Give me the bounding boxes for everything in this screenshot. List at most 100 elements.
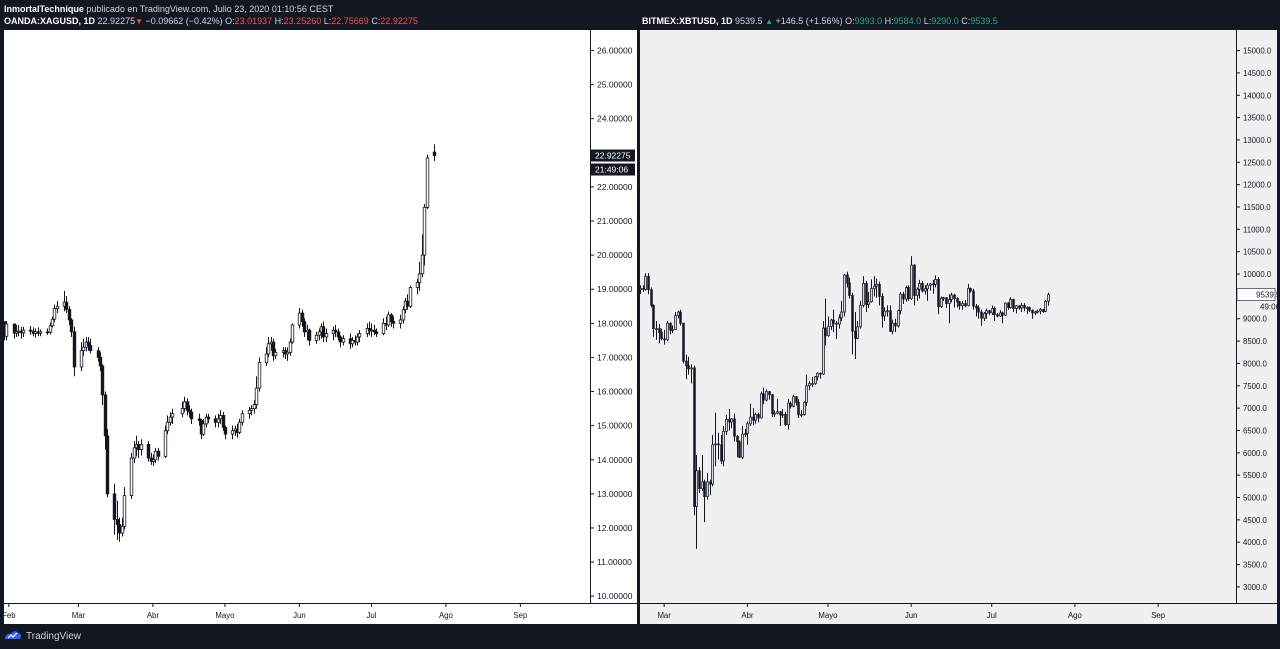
left-low: 22.75669 bbox=[331, 16, 369, 26]
left-candle-up bbox=[314, 334, 319, 341]
left-last-price-tag bbox=[591, 149, 635, 162]
left-x-tick-label: Feb bbox=[4, 611, 16, 620]
right-chart-panel[interactable]: 15000.0 14500.0 14000.0 13500.0 13000.0 12500… bbox=[640, 30, 1277, 624]
left-candle-down bbox=[112, 493, 117, 520]
right-candle-up bbox=[706, 481, 709, 498]
right-candle-down bbox=[937, 279, 940, 308]
left-candle-up bbox=[218, 415, 223, 420]
left-y-tick-label: 10.00000 bbox=[597, 591, 633, 601]
right-candle-up bbox=[940, 297, 943, 308]
left-chart-panel[interactable]: 26.0000025.0000024.0000023.0000022.00000… bbox=[4, 30, 637, 624]
left-candle-up bbox=[81, 346, 86, 352]
left-candle-down bbox=[136, 444, 141, 450]
left-candle-up bbox=[408, 287, 413, 307]
right-candle-down bbox=[851, 295, 854, 332]
right-candle-down bbox=[779, 411, 782, 416]
left-x-tick-label: Mayo bbox=[215, 611, 235, 620]
left-candle-up bbox=[21, 329, 26, 334]
right-candle-down bbox=[907, 287, 910, 300]
left-candle-down bbox=[391, 321, 396, 324]
left-y-tick-label: 22.00000 bbox=[597, 182, 633, 192]
right-low: 9290.0 bbox=[931, 16, 959, 26]
right-chart-legend: BITMEX:XBTUSD, 1D 9539.5 ▲ +146.5 (+1.56… bbox=[642, 16, 998, 26]
top-bar: InmortalTechnique publicado en TradingVi… bbox=[0, 0, 1280, 30]
left-candle-up bbox=[288, 341, 293, 353]
right-candle-up bbox=[859, 304, 862, 328]
left-candle-down bbox=[213, 418, 218, 423]
left-low-label: L: bbox=[323, 16, 332, 26]
xbtusd-chart[interactable]: 15000.0 14500.0 14000.0 13500.0 13000.0 12500… bbox=[640, 30, 1277, 624]
right-candle-down bbox=[1012, 299, 1015, 309]
right-plot-area[interactable] bbox=[640, 30, 1236, 603]
left-candle-up bbox=[38, 331, 43, 334]
right-candle-up bbox=[934, 279, 937, 285]
right-candle-up bbox=[800, 413, 803, 416]
right-candle-up bbox=[1044, 300, 1047, 312]
left-price-scale[interactable] bbox=[590, 30, 637, 603]
left-candle-up bbox=[254, 387, 259, 405]
right-candle-down bbox=[964, 303, 967, 307]
left-candle-down bbox=[105, 435, 110, 495]
left-symbol[interactable]: OANDA:XAGUSD, 1D bbox=[4, 16, 96, 26]
right-candle-up bbox=[776, 411, 779, 414]
right-candle-up bbox=[899, 293, 902, 312]
left-candle-up bbox=[297, 312, 302, 326]
left-candle-up bbox=[129, 457, 134, 496]
right-candle-up bbox=[746, 423, 749, 435]
right-time-scale[interactable] bbox=[640, 603, 1277, 624]
right-candle-down bbox=[894, 322, 897, 327]
left-candle-down bbox=[64, 301, 69, 310]
right-y-tick-label: 14000.0 bbox=[1243, 91, 1272, 100]
left-candle-down bbox=[187, 409, 192, 413]
left-y-tick-label: 19.00000 bbox=[597, 284, 633, 294]
left-candle-down bbox=[117, 524, 122, 534]
right-candle-up bbox=[843, 274, 846, 313]
left-candle-down bbox=[374, 331, 379, 334]
right-candle-down bbox=[795, 396, 798, 403]
left-time-scale[interactable] bbox=[4, 603, 637, 624]
left-candle-down bbox=[86, 341, 91, 346]
right-candle-down bbox=[1018, 305, 1021, 309]
right-candle-up bbox=[870, 287, 873, 303]
right-candle-down bbox=[682, 322, 685, 362]
right-candle-down bbox=[1001, 312, 1004, 316]
right-candle-up bbox=[985, 310, 988, 314]
left-candle-up bbox=[324, 333, 329, 338]
left-countdown-text: 21:49:06 bbox=[595, 165, 628, 175]
right-candle-down bbox=[832, 319, 835, 324]
left-candle-up bbox=[266, 343, 271, 355]
left-candle-up bbox=[317, 331, 322, 336]
right-candle-down bbox=[958, 301, 961, 307]
right-candle-up bbox=[886, 310, 889, 313]
right-symbol[interactable]: BITMEX:XBTUSD, 1D bbox=[642, 16, 733, 26]
right-candle-up bbox=[1026, 307, 1029, 309]
left-plot-area[interactable] bbox=[4, 30, 590, 603]
left-candle-up bbox=[132, 447, 137, 459]
left-candle-down bbox=[389, 314, 394, 323]
right-candle-down bbox=[819, 372, 822, 375]
right-candle-down bbox=[854, 330, 857, 339]
left-x-tick-label: Mar bbox=[72, 611, 86, 620]
right-open-label: O: bbox=[845, 16, 855, 26]
right-price-scale[interactable] bbox=[1236, 30, 1277, 603]
left-candle-down bbox=[300, 312, 305, 323]
left-candle-down bbox=[189, 411, 194, 420]
left-last-price-text: 22.92275 bbox=[595, 151, 631, 161]
right-x-tick-label: Abr bbox=[741, 611, 754, 620]
right-candle-down bbox=[698, 470, 701, 489]
left-candle-down bbox=[206, 416, 211, 420]
right-candle-down bbox=[972, 290, 975, 307]
right-candle-down bbox=[728, 418, 731, 423]
right-candle-up bbox=[1009, 299, 1012, 308]
right-candle-down bbox=[977, 307, 980, 313]
right-candle-down bbox=[720, 444, 723, 462]
right-y-tick-label: 7000.0 bbox=[1243, 404, 1268, 413]
right-candle-down bbox=[902, 293, 905, 300]
right-x-tick-label: Mar bbox=[657, 611, 671, 620]
right-y-tick-label: 11000.0 bbox=[1243, 225, 1271, 234]
author-name[interactable]: InmortalTechnique bbox=[4, 4, 84, 14]
left-y-tick-label: 20.00000 bbox=[597, 250, 633, 260]
xagusd-chart[interactable]: 26.0000025.0000024.0000023.0000022.00000… bbox=[4, 30, 637, 624]
tradingview-brand[interactable]: TradingView bbox=[4, 630, 81, 642]
right-candle-up bbox=[814, 376, 817, 384]
